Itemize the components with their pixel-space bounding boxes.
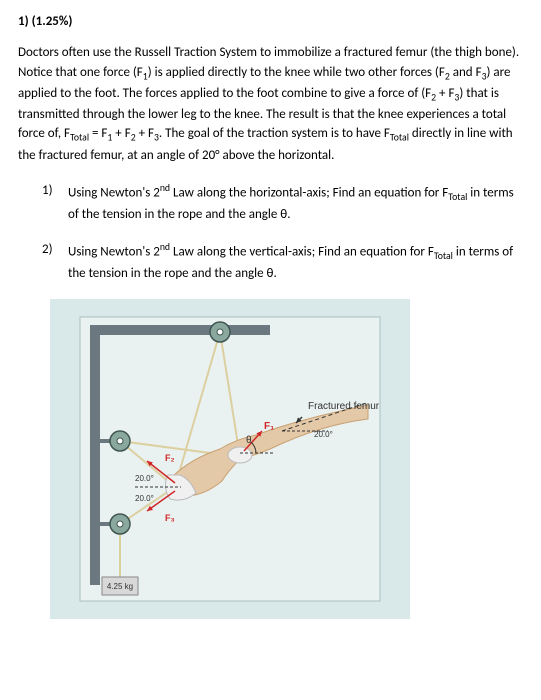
- question-2-text: Using Newton's 2nd Law along the vertica…: [68, 240, 523, 283]
- question-1-text: Using Newton's 2nd Law along the horizon…: [68, 181, 523, 224]
- svg-text:20.0°: 20.0°: [314, 430, 333, 439]
- svg-text:F₁: F₁: [264, 421, 274, 432]
- question-list: 1) Using Newton's 2nd Law along the hori…: [18, 181, 523, 283]
- svg-text:4.25 kg: 4.25 kg: [107, 582, 133, 591]
- traction-diagram: F₁ θ F₂ F₃ 20.0° 20.0° 20.0° Fractured femur 4.2…: [50, 299, 410, 619]
- question-2: 2) Using Newton's 2nd Law along the vert…: [42, 240, 523, 283]
- svg-text:20.0°: 20.0°: [135, 494, 154, 503]
- question-1-number: 1): [42, 181, 68, 224]
- svg-text:Fractured femur: Fractured femur: [308, 401, 380, 412]
- svg-text:20.0°: 20.0°: [135, 474, 154, 483]
- problem-intro: Doctors often use the Russell Traction S…: [18, 43, 523, 165]
- question-2-number: 2): [42, 240, 68, 283]
- svg-text:θ: θ: [246, 435, 252, 446]
- svg-text:F₂: F₂: [165, 453, 175, 463]
- question-1: 1) Using Newton's 2nd Law along the hori…: [42, 181, 523, 224]
- figure-container: F₁ θ F₂ F₃ 20.0° 20.0° 20.0° Fractured femur 4.2…: [50, 299, 523, 619]
- svg-text:F₃: F₃: [165, 513, 175, 523]
- problem-number: 1) (1.25%): [18, 14, 523, 29]
